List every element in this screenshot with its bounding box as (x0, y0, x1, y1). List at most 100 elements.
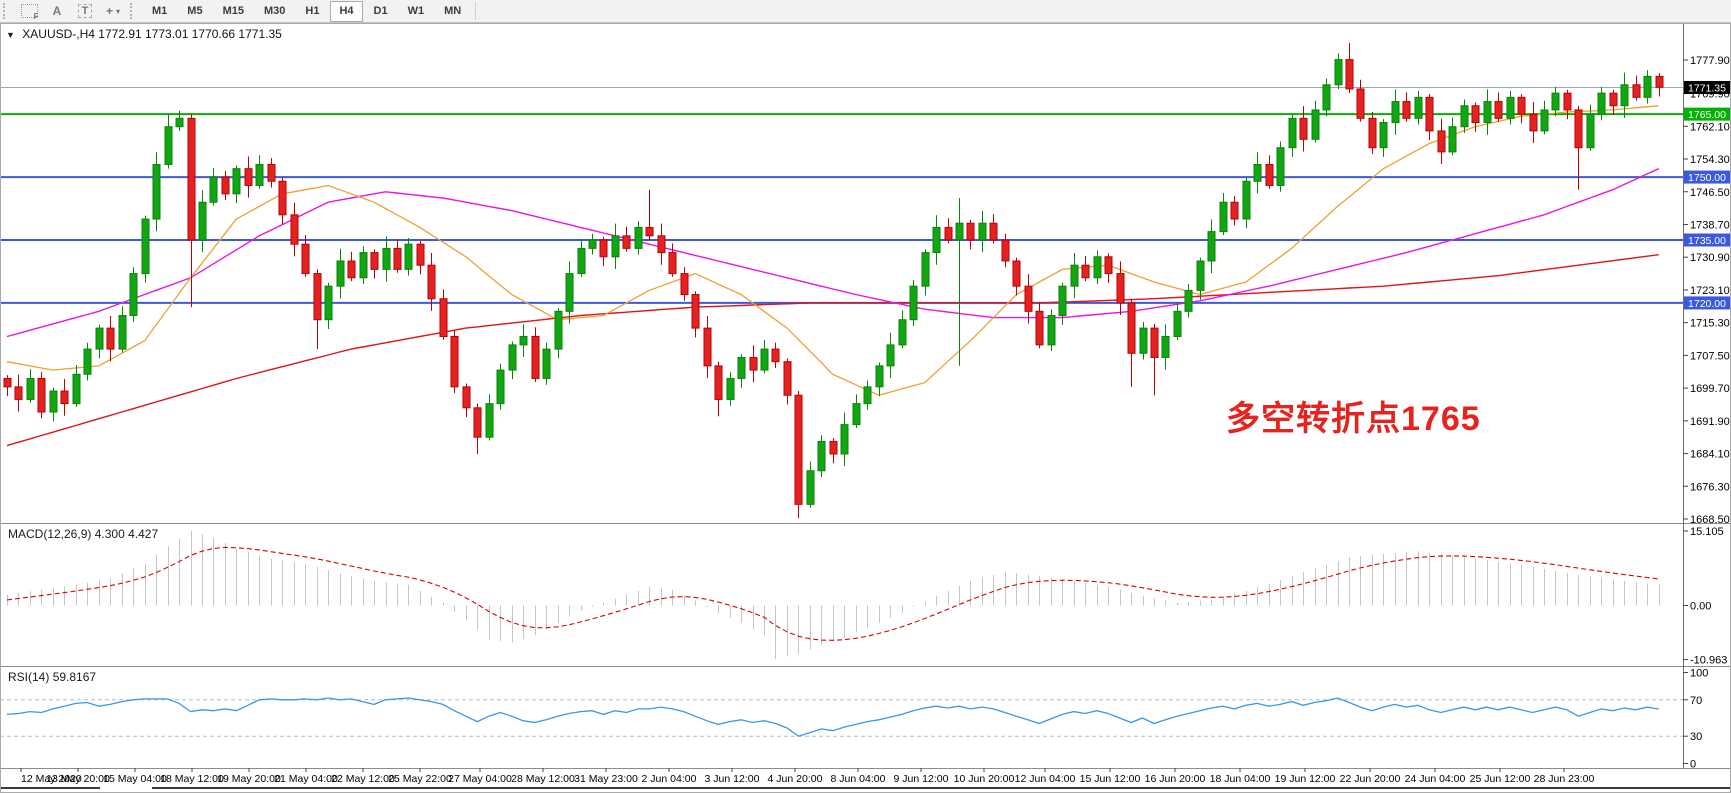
candle-body (852, 403, 861, 426)
candle-body (680, 273, 689, 296)
trend-annotation-text[interactable]: 多空转折点1765 (1226, 400, 1481, 438)
price-tag-1720.00-box[interactable] (1684, 296, 1730, 310)
candle-body (1173, 310, 1182, 338)
rsi-tick-label: 70 (1690, 695, 1702, 707)
timeframe-button-m30[interactable]: M30 (263, 5, 286, 17)
candle-body (1322, 84, 1331, 111)
candle-body (1529, 113, 1538, 132)
candle-body (622, 235, 631, 249)
x-axis-label: 21 May 04:00 (274, 773, 338, 785)
x-axis-label: 18 Jun 04:00 (1210, 773, 1271, 785)
y-tick-label: 1676.30 (1690, 481, 1730, 493)
toolbar-drag-handle[interactable] (3, 3, 11, 19)
candle-body (1586, 113, 1595, 149)
x-axis-label: 25 May 22:00 (388, 773, 452, 785)
candle-body (382, 247, 391, 270)
y-tick-label: 1699.70 (1690, 383, 1730, 395)
candle-body (1345, 59, 1354, 90)
price-tag-1735.00-box[interactable] (1684, 233, 1730, 247)
candle-body (1253, 163, 1262, 182)
candle-body (427, 264, 436, 300)
timeframe-button-m15[interactable]: M15 (222, 5, 244, 17)
candle-body (255, 163, 264, 186)
candle-body (1058, 285, 1067, 317)
timeframe-button-h1[interactable]: H1 (305, 5, 320, 17)
timeframe-button-m1[interactable]: M1 (152, 5, 168, 17)
label-tool-button[interactable]: A (46, 2, 68, 21)
candle-body (760, 348, 769, 371)
main-chart-panel[interactable] (0, 42, 1683, 519)
y-tick-label: 1746.50 (1690, 187, 1730, 199)
candle-body (267, 163, 276, 182)
candle-body (1437, 130, 1446, 153)
rsi-tick-label: 0 (1690, 759, 1696, 771)
candle-body (932, 226, 941, 254)
candle-body (955, 222, 964, 241)
x-axis-label: 2 Jun 04:00 (642, 773, 697, 785)
y-tick-label: 1777.90 (1690, 55, 1730, 67)
timeframe-button-mn[interactable]: MN (444, 5, 462, 17)
candle-body (817, 440, 826, 472)
candle-body (1609, 92, 1618, 107)
y-tick-label: 1691.90 (1690, 416, 1730, 428)
timeframe-button-d1[interactable]: D1 (373, 5, 388, 17)
candle-body (1632, 84, 1641, 98)
candle-body (1207, 231, 1216, 262)
rsi-panel[interactable] (0, 697, 1683, 737)
timeframe-button-h4[interactable]: H4 (330, 0, 363, 22)
candle-body (921, 252, 930, 287)
x-axis-label: 15 Jun 12:00 (1080, 773, 1141, 785)
rsi-label: RSI(14) (8, 670, 50, 684)
candle-body (95, 327, 104, 350)
candle-body (473, 407, 482, 438)
candle-body (244, 168, 253, 186)
candle-body (106, 327, 115, 350)
macd-label-row: MACD(12,26,9) 4.300 4.427 (8, 527, 158, 541)
candle-body (829, 440, 838, 455)
candle-body (1379, 122, 1388, 149)
price-tag-1765.00-box[interactable] (1684, 107, 1730, 121)
candle-body (1265, 163, 1274, 186)
candle-body (1035, 310, 1044, 346)
x-axis-label: 24 Jun 04:00 (1405, 773, 1466, 785)
timeframe-button-w1[interactable]: W1 (407, 5, 425, 17)
candle-body (657, 235, 666, 254)
candle-body (577, 247, 586, 275)
candle-body (1368, 117, 1377, 149)
x-axis-label: 16 Jun 20:00 (1145, 773, 1206, 785)
candle-body (72, 373, 81, 405)
grid-f-tool-button[interactable]: F (18, 2, 40, 21)
candle-body (347, 260, 356, 279)
candle-body (944, 226, 953, 241)
symbol-title-row[interactable]: ▼ XAUUSD-,H4 1772.91 1773.01 1770.66 177… (6, 27, 282, 41)
candle-body (221, 176, 230, 195)
candle-body (1070, 264, 1079, 287)
candle-body (1104, 256, 1113, 275)
macd-panel[interactable] (6, 531, 1660, 660)
candle-body (1391, 101, 1400, 124)
candle-body (393, 247, 402, 270)
candle-body (588, 239, 597, 249)
candle-body (450, 336, 459, 388)
macd-tick-label: 0.00 (1690, 601, 1711, 613)
cursor-tool-button[interactable]: + ▾ (102, 2, 124, 21)
price-tag-1750.00-box[interactable] (1684, 170, 1730, 184)
x-axis-label: 15 May 04:00 (103, 773, 167, 785)
candle-body (49, 390, 58, 413)
candle-body (1425, 96, 1434, 132)
text-tool-button[interactable]: T (74, 2, 96, 21)
toolbar-drag-handle-2[interactable] (130, 3, 138, 19)
candle-body (989, 222, 998, 241)
candle-body (737, 356, 746, 379)
symbol-dropdown-icon[interactable]: ▼ (6, 30, 15, 40)
candle-body (542, 348, 551, 379)
timeframe-button-m5[interactable]: M5 (187, 5, 203, 17)
candle-body (1471, 105, 1480, 124)
candle-body (175, 117, 184, 128)
x-axis-label: 25 Jun 12:00 (1470, 773, 1531, 785)
x-axis-label: 9 Jun 12:00 (894, 773, 949, 785)
x-axis-label: 22 May 12:00 (331, 773, 395, 785)
candle-body (1012, 260, 1021, 287)
